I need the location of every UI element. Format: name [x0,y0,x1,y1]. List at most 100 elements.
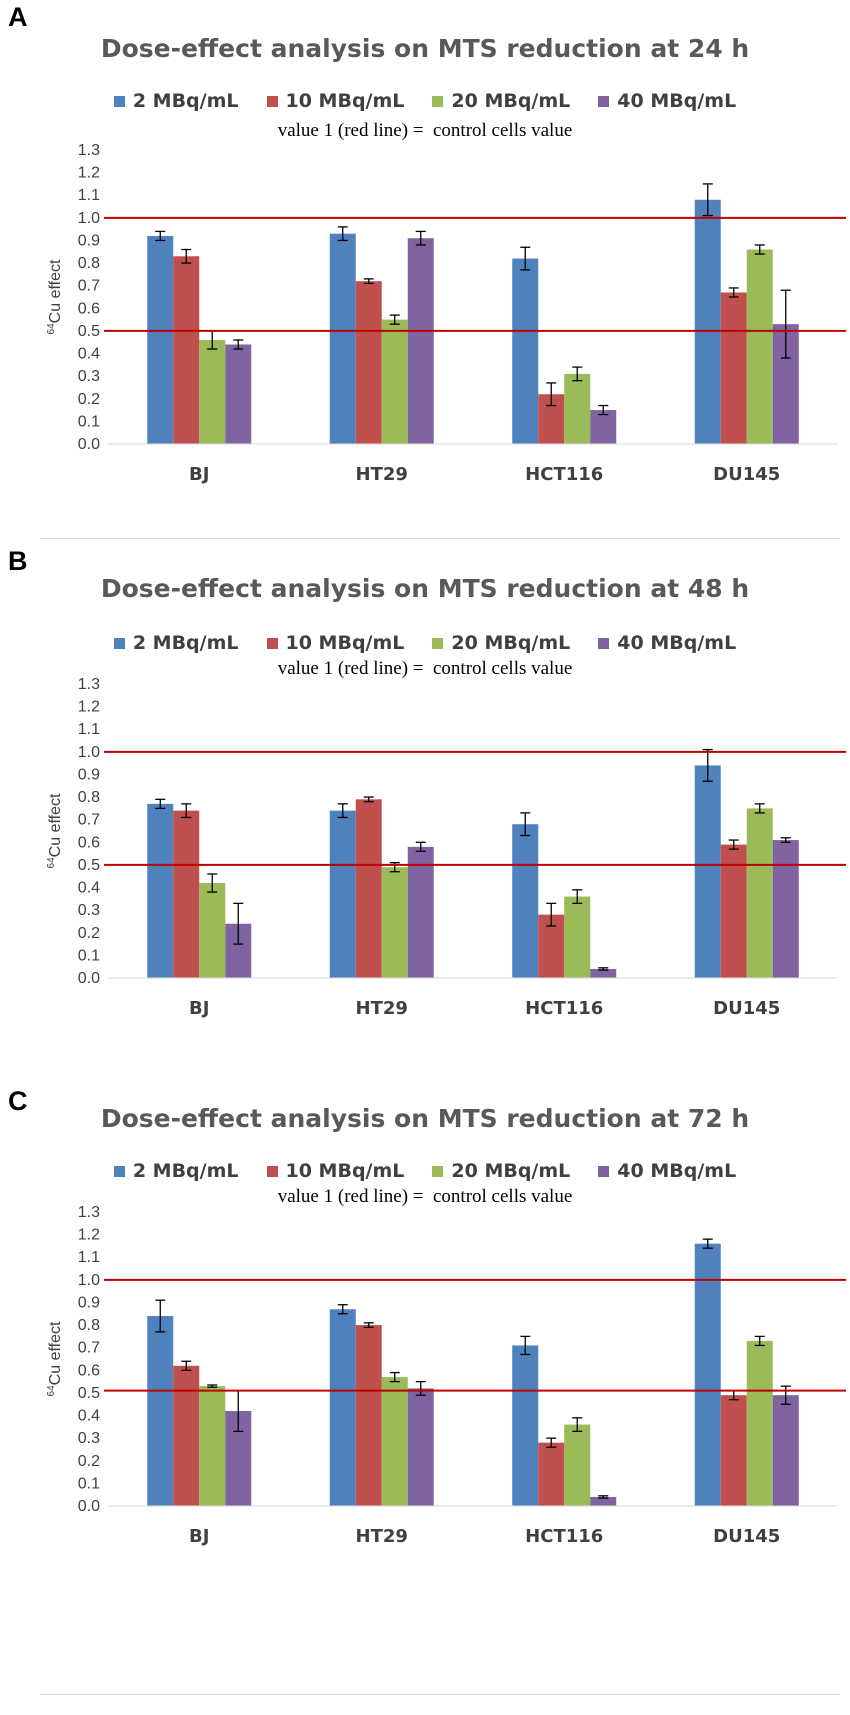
bar [173,256,200,444]
y-tick-label: 0.0 [78,436,100,453]
bar [512,258,539,444]
bar [381,867,408,978]
panel-letter: B [8,546,28,576]
legend-item-2mbq: 2 MBq/mL [113,90,239,112]
panel-a: A Dose-effect analysis on MTS reduction … [0,0,850,540]
x-tick-label: DU145 [713,1526,780,1547]
y-tick-label: 1.2 [78,1227,100,1244]
legend-item-2mbq: 2 MBq/mL [113,1160,239,1182]
legend-item-10mbq: 10 MBq/mL [266,90,404,112]
bar [746,1340,773,1506]
y-tick-label: 0.3 [78,1430,100,1447]
bar [407,1388,434,1506]
legend-swatch [113,637,125,649]
bar [173,810,200,978]
panel-letter: C [8,1086,28,1116]
legend-swatch [598,95,610,107]
legend-label: 40 MBq/mL [617,90,737,112]
y-tick-label: 0.8 [78,255,100,272]
bar [746,249,773,444]
y-tick-label: 0.8 [78,789,100,806]
y-tick-label: 0.3 [78,368,100,385]
bar [173,1365,200,1506]
bar [564,1424,591,1506]
panel-divider [40,1694,840,1695]
y-tick-label: 1.0 [78,744,100,761]
bar [694,1243,721,1506]
x-tick-label: HCT116 [525,464,603,485]
chart-note: value 1 (red line) = control cells value [277,120,573,141]
legend-label: 10 MBq/mL [285,632,405,654]
legend-item-20mbq: 20 MBq/mL [432,90,570,112]
bar [564,373,591,444]
legend-item-20mbq: 20 MBq/mL [432,1160,570,1182]
x-tick-label: BJ [189,464,209,485]
chart-note: value 1 (red line) = control cells value [277,658,573,679]
y-tick-label: 1.1 [78,721,100,738]
y-tick-label: 0.0 [78,970,100,987]
legend-swatch [432,637,444,649]
y-tick-label: 0.1 [78,947,100,964]
y-tick-label: 1.2 [78,165,100,182]
chart-plot: 0.0 0.1 0.2 0.3 0.4 0.5 0.6 0.7 0.8 0.9 1.0 1.1 1.2 1… [46,142,846,485]
bar [720,844,747,978]
y-tick-label: 0.7 [78,812,100,829]
bar [590,410,617,444]
bar [355,281,382,444]
bar [512,1345,539,1506]
legend: 2 MBq/mL 10 MBq/mL 20 MBq/mL 40 MBq/mL [0,1160,850,1182]
legend-label: 20 MBq/mL [451,90,571,112]
bar [720,1395,747,1506]
bar [147,803,174,978]
legend: 2 MBq/mL 10 MBq/mL 20 MBq/mL 40 MBq/mL [0,90,850,112]
bar [590,968,617,978]
panel-divider [40,538,840,539]
legend-item-2mbq: 2 MBq/mL [113,632,239,654]
legend-label: 2 MBq/mL [132,632,239,654]
chart-plot: 0.0 0.1 0.2 0.3 0.4 0.5 0.6 0.7 0.8 0.9 1.0 1.1 1.2 1… [46,1204,846,1547]
legend-label: 10 MBq/mL [285,1160,405,1182]
bar [147,235,174,444]
y-tick-label: 0.9 [78,232,100,249]
y-tick-label: 0.1 [78,413,100,430]
x-tick-label: HT29 [356,1526,408,1547]
legend-swatch [432,1165,444,1177]
x-tick-label: BJ [189,998,209,1019]
legend-swatch [266,95,278,107]
panel-b: B Dose-effect analysis on MTS reduction … [0,546,850,1086]
panel-letter: A [8,2,28,32]
bar [512,824,539,978]
bar [694,765,721,978]
bar [720,292,747,444]
legend: 2 MBq/mL 10 MBq/mL 20 MBq/mL 40 MBq/mL [0,632,850,654]
bar [746,808,773,978]
y-tick-label: 0.4 [78,1408,100,1425]
legend-label: 20 MBq/mL [451,1160,571,1182]
legend-item-10mbq: 10 MBq/mL [266,632,405,654]
y-tick-label: 0.8 [78,1317,100,1334]
bar [407,238,434,444]
y-tick-label: 1.1 [78,187,100,204]
legend-swatch [113,95,125,107]
y-tick-label: 0.6 [78,834,100,851]
y-axis-label-text: Cu effect [47,1321,64,1385]
x-tick-label: DU145 [713,998,780,1019]
legend-label: 40 MBq/mL [617,632,737,654]
y-tick-label: 0.2 [78,925,100,942]
y-axis-label-text: Cu effect [47,793,64,857]
y-tick-label: 0.3 [78,902,100,919]
y-tick-label: 0.1 [78,1475,100,1492]
legend-item-20mbq: 20 MBq/mL [432,632,570,654]
legend-swatch [266,637,278,649]
legend-item-40mbq: 40 MBq/mL [598,1160,736,1182]
y-tick-label: 0.5 [78,323,100,340]
y-tick-label: 0.0 [78,1498,100,1515]
y-tick-label: 0.7 [78,1340,100,1357]
y-axis-label-text: Cu effect [47,259,64,323]
y-tick-label: 1.3 [78,1204,100,1221]
bar [538,1442,565,1506]
y-tick-label: 1.0 [78,1272,100,1289]
x-tick-label: HCT116 [525,998,603,1019]
y-tick-label: 0.7 [78,278,100,295]
y-axis-label-sup: 64 [46,323,57,335]
